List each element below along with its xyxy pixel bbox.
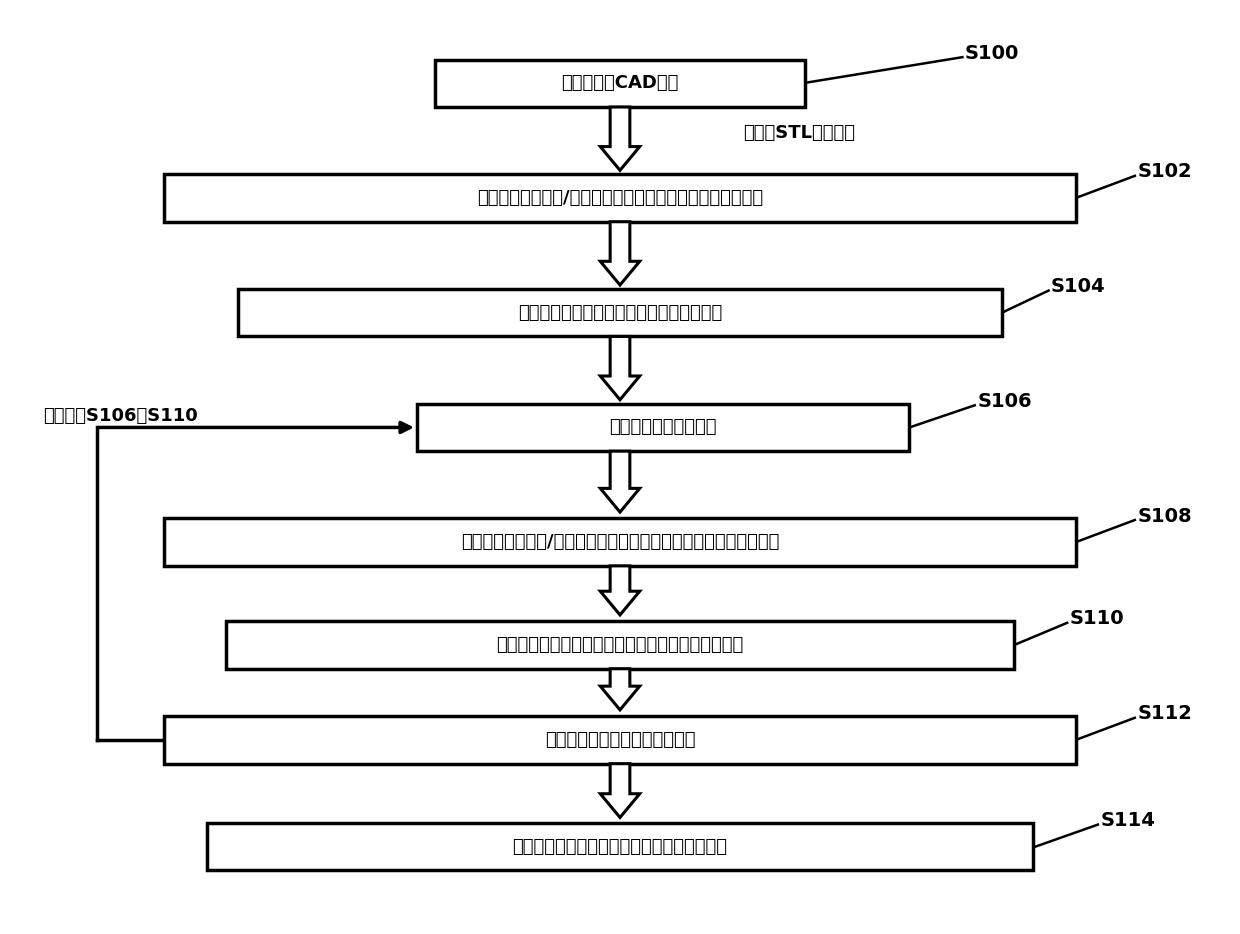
Polygon shape	[600, 764, 640, 817]
Polygon shape	[600, 107, 640, 170]
Bar	[417, 403, 909, 451]
Text: S104: S104	[1052, 277, 1106, 296]
Text: 利用铺粉装置进行铺粉: 利用铺粉装置进行铺粉	[609, 418, 717, 436]
Text: S108: S108	[1137, 506, 1192, 526]
Bar	[238, 289, 1002, 336]
Polygon shape	[600, 451, 640, 512]
Text: S112: S112	[1137, 704, 1192, 723]
Polygon shape	[600, 336, 640, 400]
Text: 重复步骤S106－S110: 重复步骤S106－S110	[43, 406, 198, 425]
Text: 对成形腔体内抽真空，然后通入保护性气体: 对成形腔体内抽真空，然后通入保护性气体	[518, 304, 722, 321]
Text: S110: S110	[1070, 609, 1125, 629]
Text: 利用脉冲激光按规划的图案化策略进行微纳结构加工: 利用脉冲激光按规划的图案化策略进行微纳结构加工	[496, 636, 744, 654]
Text: S100: S100	[965, 44, 1019, 63]
Bar	[435, 60, 805, 107]
Text: 切片，STL文件格式: 切片，STL文件格式	[743, 124, 856, 142]
Bar	[226, 621, 1014, 669]
Text: S106: S106	[977, 392, 1032, 411]
Text: 将升降装置降低一层粉末的厚度: 将升降装置降低一层粉末的厚度	[544, 731, 696, 749]
Text: S102: S102	[1137, 163, 1192, 181]
Bar	[164, 175, 1076, 221]
Text: 规划激光选区熔化/烧结的扫描路径及脉冲激光微纳加工策略: 规划激光选区熔化/烧结的扫描路径及脉冲激光微纳加工策略	[477, 189, 763, 207]
Polygon shape	[600, 221, 640, 285]
Text: 对实体零件CAD建模: 对实体零件CAD建模	[562, 75, 678, 92]
Polygon shape	[600, 566, 640, 615]
Bar	[164, 518, 1076, 566]
Bar	[207, 823, 1033, 870]
Text: 获得表面具有图案化微纳结构的三维实体零件: 获得表面具有图案化微纳结构的三维实体零件	[512, 838, 728, 856]
Polygon shape	[600, 669, 640, 710]
Bar	[164, 716, 1076, 764]
Text: S114: S114	[1100, 811, 1156, 830]
Text: 利用选区激光熔化/烧结对粉末层按照规划的扫描路径进行扫描成形: 利用选区激光熔化/烧结对粉末层按照规划的扫描路径进行扫描成形	[461, 533, 779, 551]
